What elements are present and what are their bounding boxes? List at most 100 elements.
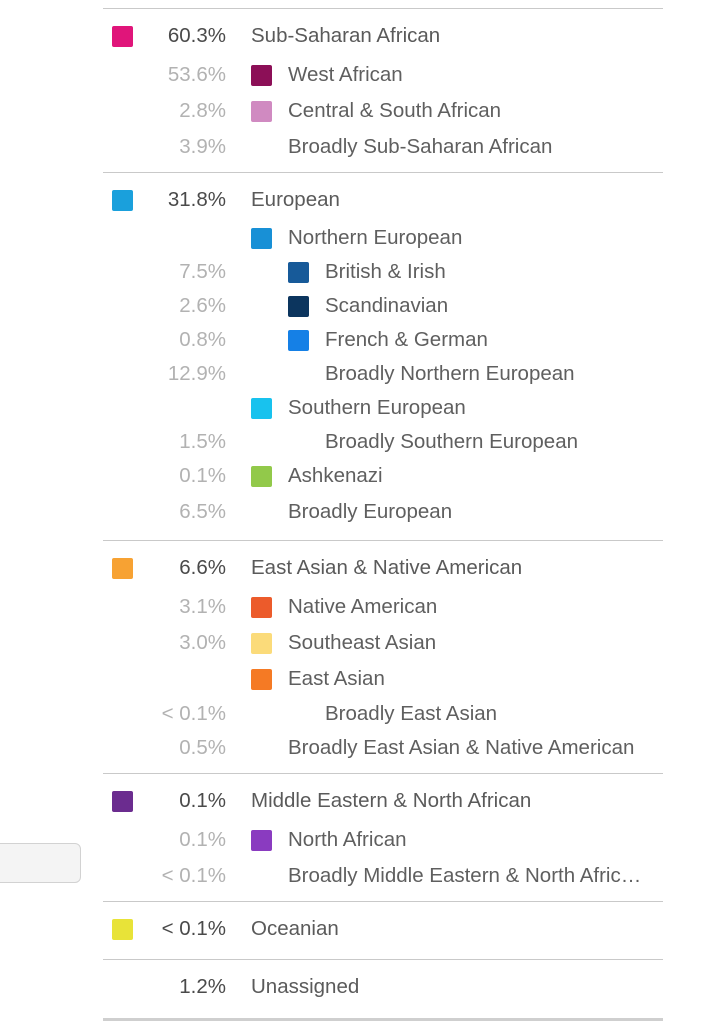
divider bbox=[103, 172, 663, 173]
region-label: East Asian & Native American bbox=[251, 556, 523, 579]
percentage: 0.1% bbox=[179, 789, 226, 812]
color-swatch bbox=[112, 791, 133, 812]
percentage: < 0.1% bbox=[161, 917, 226, 940]
subregion-row-broadly-east-asian-native-american[interactable]: 0.5% Broadly East Asian & Native America… bbox=[103, 731, 663, 765]
subregion-row-broadly-northern-european[interactable]: 12.9% Broadly Northern European bbox=[103, 357, 663, 391]
divider bbox=[103, 540, 663, 541]
color-swatch bbox=[251, 65, 272, 86]
percentage: 3.9% bbox=[179, 135, 226, 158]
subregion-label: Broadly East Asian & Native American bbox=[288, 736, 635, 759]
color-swatch bbox=[251, 101, 272, 122]
percentage: 2.6% bbox=[179, 294, 226, 317]
color-swatch bbox=[112, 919, 133, 940]
group-european: 31.8% European Northern European 7.5% Br… bbox=[103, 173, 663, 540]
region-row-european[interactable]: 31.8% European bbox=[103, 183, 663, 217]
subregion-row-central-south-african[interactable]: 2.8% Central & South African bbox=[103, 94, 663, 128]
percentage: 0.1% bbox=[179, 828, 226, 851]
region-row-unassigned[interactable]: 1.2% Unassigned bbox=[103, 970, 663, 1004]
subregion-label: West African bbox=[288, 63, 403, 86]
percentage: 60.3% bbox=[167, 24, 226, 47]
region-row-middle-eastern-north-african[interactable]: 0.1% Middle Eastern & North African bbox=[103, 784, 663, 818]
subregion-label: British & Irish bbox=[325, 260, 446, 283]
region-row-sub-saharan-african[interactable]: 60.3% Sub-Saharan African bbox=[103, 19, 663, 53]
percentage: < 0.1% bbox=[161, 702, 226, 725]
percentage: 0.8% bbox=[179, 328, 226, 351]
region-row-east-asian-native-american[interactable]: 6.6% East Asian & Native American bbox=[103, 551, 663, 585]
subregion-row-southeast-asian[interactable]: 3.0% Southeast Asian bbox=[103, 626, 663, 660]
subregion-label: Broadly Southern European bbox=[325, 430, 579, 453]
subregion-label: Scandinavian bbox=[325, 294, 449, 317]
subregion-row-broadly-east-asian[interactable]: < 0.1% Broadly East Asian bbox=[103, 697, 663, 731]
subregion-label: Broadly Middle Eastern & North Afric… bbox=[288, 864, 642, 887]
subregion-row-southern-european[interactable]: Southern European bbox=[103, 391, 663, 425]
subregion-row-ashkenazi[interactable]: 0.1% Ashkenazi bbox=[103, 459, 663, 493]
region-label: Unassigned bbox=[251, 975, 360, 998]
percentage: 7.5% bbox=[179, 260, 226, 283]
subregion-row-native-american[interactable]: 3.1% Native American bbox=[103, 590, 663, 624]
color-swatch bbox=[251, 466, 272, 487]
group-middle-eastern-north-african: 0.1% Middle Eastern & North African 0.1%… bbox=[103, 774, 663, 901]
subregion-row-broadly-southern-european[interactable]: 1.5% Broadly Southern European bbox=[103, 425, 663, 459]
color-swatch bbox=[251, 633, 272, 654]
percentage: 3.0% bbox=[179, 631, 226, 654]
subregion-row-broadly-sub-saharan[interactable]: 3.9% Broadly Sub-Saharan African bbox=[103, 130, 663, 164]
percentage: 31.8% bbox=[167, 188, 226, 211]
percentage: 3.1% bbox=[179, 595, 226, 618]
subregion-row-broadly-middle-eastern-north-african[interactable]: < 0.1% Broadly Middle Eastern & North Af… bbox=[103, 859, 663, 893]
percentage: 6.6% bbox=[179, 556, 226, 579]
region-label: Middle Eastern & North African bbox=[251, 789, 532, 812]
subregion-row-northern-european[interactable]: Northern European bbox=[103, 221, 663, 255]
subregion-label: Broadly Northern European bbox=[325, 362, 575, 385]
group-oceanian: < 0.1% Oceanian bbox=[103, 902, 663, 959]
subregion-label: Native American bbox=[288, 595, 438, 618]
side-button[interactable] bbox=[0, 843, 81, 883]
subregion-row-west-african[interactable]: 53.6% West African bbox=[103, 58, 663, 92]
subregion-row-british-irish[interactable]: 7.5% British & Irish bbox=[103, 255, 663, 289]
subregion-label: Ashkenazi bbox=[288, 464, 383, 487]
group-sub-saharan-african: 60.3% Sub-Saharan African 53.6% West Afr… bbox=[103, 9, 663, 172]
color-swatch bbox=[288, 330, 309, 351]
color-swatch bbox=[251, 669, 272, 690]
subregion-label: Broadly East Asian bbox=[325, 702, 498, 725]
subregion-label: North African bbox=[288, 828, 407, 851]
percentage: 53.6% bbox=[167, 63, 226, 86]
subregion-label: Broadly European bbox=[288, 500, 453, 523]
subregion-row-north-african[interactable]: 0.1% North African bbox=[103, 823, 663, 857]
divider bbox=[103, 901, 663, 902]
percentage: 0.5% bbox=[179, 736, 226, 759]
region-label: Sub-Saharan African bbox=[251, 24, 441, 47]
divider bbox=[103, 8, 663, 9]
divider bbox=[103, 773, 663, 774]
subregion-label: Broadly Sub-Saharan African bbox=[288, 135, 553, 158]
region-label: Oceanian bbox=[251, 917, 339, 940]
color-swatch bbox=[288, 262, 309, 283]
region-row-oceanian[interactable]: < 0.1% Oceanian bbox=[103, 912, 663, 946]
subregion-label: French & German bbox=[325, 328, 488, 351]
color-swatch bbox=[251, 398, 272, 419]
subregion-row-scandinavian[interactable]: 2.6% Scandinavian bbox=[103, 289, 663, 323]
region-label: European bbox=[251, 188, 340, 211]
subregion-row-east-asian[interactable]: East Asian bbox=[103, 662, 663, 696]
percentage: 1.5% bbox=[179, 430, 226, 453]
color-swatch bbox=[112, 26, 133, 47]
subregion-row-broadly-european[interactable]: 6.5% Broadly European bbox=[103, 495, 663, 529]
ancestry-composition-list: 60.3% Sub-Saharan African 53.6% West Afr… bbox=[103, 0, 663, 1021]
divider bbox=[103, 959, 663, 960]
subregion-label: Southeast Asian bbox=[288, 631, 437, 654]
color-swatch bbox=[288, 296, 309, 317]
percentage: 2.8% bbox=[179, 99, 226, 122]
subregion-label: Northern European bbox=[288, 226, 463, 249]
subregion-row-french-german[interactable]: 0.8% French & German bbox=[103, 323, 663, 357]
group-east-asian-native-american: 6.6% East Asian & Native American 3.1% N… bbox=[103, 541, 663, 773]
subregion-label: East Asian bbox=[288, 667, 385, 690]
group-unassigned: 1.2% Unassigned bbox=[103, 960, 663, 1018]
subregion-label: Southern European bbox=[288, 396, 466, 419]
percentage: 0.1% bbox=[179, 464, 226, 487]
color-swatch bbox=[112, 190, 133, 211]
percentage: 12.9% bbox=[167, 362, 226, 385]
percentage: 1.2% bbox=[179, 975, 226, 998]
color-swatch bbox=[251, 830, 272, 851]
color-swatch bbox=[112, 558, 133, 579]
divider-bottom bbox=[103, 1018, 663, 1021]
color-swatch bbox=[251, 597, 272, 618]
